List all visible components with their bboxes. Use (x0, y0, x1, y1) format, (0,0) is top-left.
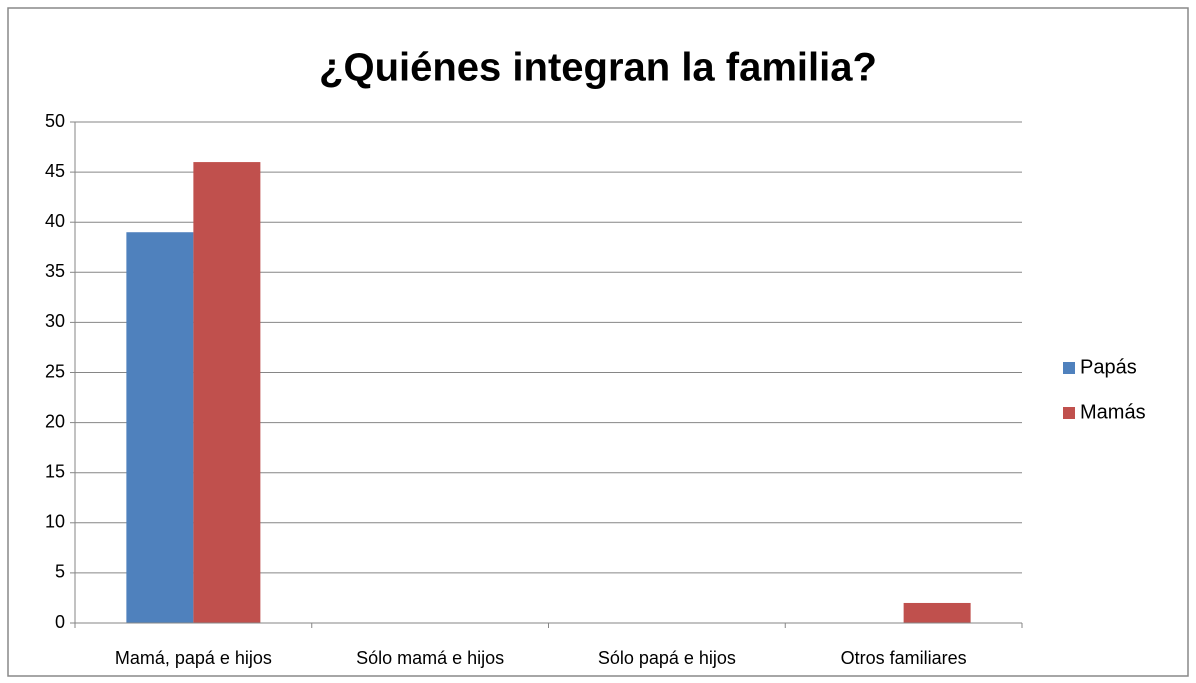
chart-title: ¿Quiénes integran la familia? (319, 46, 877, 90)
x-tick-label: Sólo mamá e hijos (356, 648, 504, 668)
bar (903, 602, 971, 623)
y-tick-label: 35 (45, 261, 65, 281)
legend-swatch (1063, 407, 1075, 419)
bar (126, 232, 194, 623)
y-tick-label: 25 (45, 361, 65, 381)
legend-label: Mamás (1080, 401, 1146, 423)
y-tick-label: 20 (45, 411, 65, 431)
y-tick-label: 10 (45, 512, 65, 532)
legend-swatch (1063, 362, 1075, 374)
y-tick-label: 50 (45, 111, 65, 131)
x-tick-label: Otros familiares (841, 648, 967, 668)
y-tick-label: 40 (45, 211, 65, 231)
y-tick-label: 0 (55, 612, 65, 632)
y-tick-label: 30 (45, 311, 65, 331)
x-tick-label: Sólo papá e hijos (598, 648, 736, 668)
y-tick-label: 15 (45, 461, 65, 481)
legend-label: Papás (1080, 356, 1137, 378)
y-tick-label: 5 (55, 562, 65, 582)
x-tick-label: Mamá, papá e hijos (115, 648, 272, 668)
y-tick-label: 45 (45, 161, 65, 181)
bar (193, 162, 261, 623)
